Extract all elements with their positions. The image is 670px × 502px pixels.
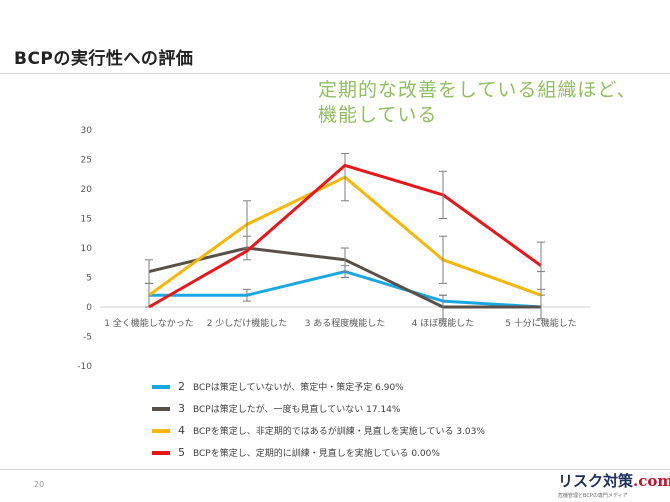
legend-swatch <box>152 407 170 411</box>
x-tick-label: 1 全く機能しなかった <box>104 317 194 329</box>
legend-series-name: BCPは策定していないが、策定中・策定予定 6.90% <box>193 383 404 393</box>
site-logo: リスク対策.com 危機管理とBCPの専門メディア <box>558 470 670 500</box>
y-tick-label: 30 <box>81 126 93 136</box>
legend-label: 5 BCPを策定し、定期的に訓練・見直しを実施している 0.00% <box>178 446 440 461</box>
line-chart: -10 -5 0 5 10 15 20 25 30 1 全く機能しなかった 2 少しだけ機能した 3 … <box>77 126 590 372</box>
legend-label: 4 BCPを策定し、非定期的ではあるが訓練・見直しを実施している 3.03% <box>178 424 485 439</box>
y-tick-label: 15 <box>81 215 92 225</box>
x-tick-label: 2 少しだけ機能した <box>207 317 288 329</box>
legend-series-name: BCPを策定し、定期的に訓練・見直しを実施している 0.00% <box>193 449 440 459</box>
logo-tagline: 危機管理とBCPの専門メディア <box>558 493 628 499</box>
callout-line-1: 定期的な改善をしている組織ほど、 <box>318 79 637 101</box>
page-number: 20 <box>34 480 45 489</box>
y-tick-label: -10 <box>77 362 92 372</box>
y-tick-label: 5 <box>86 274 92 284</box>
logo-suffix: .com <box>633 472 670 490</box>
legend-swatch <box>152 385 170 389</box>
x-tick-label: 3 ある程度機能した <box>305 317 386 329</box>
legend-label: 3 BCPは策定したが、一度も見直していない 17.14% <box>178 402 400 417</box>
legend-number: 4 <box>178 424 185 437</box>
logo-wordmark: リスク対策.com <box>558 470 670 491</box>
y-tick-label: 10 <box>81 244 93 254</box>
callout-text: 定期的な改善をしている組織ほど、 機能している <box>318 78 636 128</box>
logo-main-text: リスク対策 <box>558 472 634 490</box>
legend-number: 3 <box>178 402 185 415</box>
callout-line-2: 機能している <box>318 104 438 126</box>
y-tick-label: 20 <box>81 185 93 195</box>
legend-label: 2 BCPは策定していないが、策定中・策定予定 6.90% <box>178 380 404 395</box>
legend-swatch <box>152 451 170 455</box>
title-divider <box>0 73 670 74</box>
legend-series-name: BCPを策定し、非定期的ではあるが訓練・見直しを実施している 3.03% <box>193 427 485 437</box>
legend-swatch <box>152 429 170 433</box>
legend-number: 5 <box>178 446 185 459</box>
series-line-5 <box>148 163 542 309</box>
x-tick-label: 4 ほぼ機能した <box>412 317 475 329</box>
slide-title: BCPの実行性への評価 <box>14 49 194 69</box>
y-tick-label: 25 <box>81 156 92 166</box>
y-tick-label: -5 <box>83 333 92 343</box>
y-tick-label: 0 <box>86 303 92 313</box>
x-tick-label: 5 十分に機能した <box>505 317 577 329</box>
legend-number: 2 <box>178 380 185 393</box>
footer-divider <box>0 469 670 470</box>
legend-series-name: BCPは策定したが、一度も見直していない 17.14% <box>193 405 401 415</box>
